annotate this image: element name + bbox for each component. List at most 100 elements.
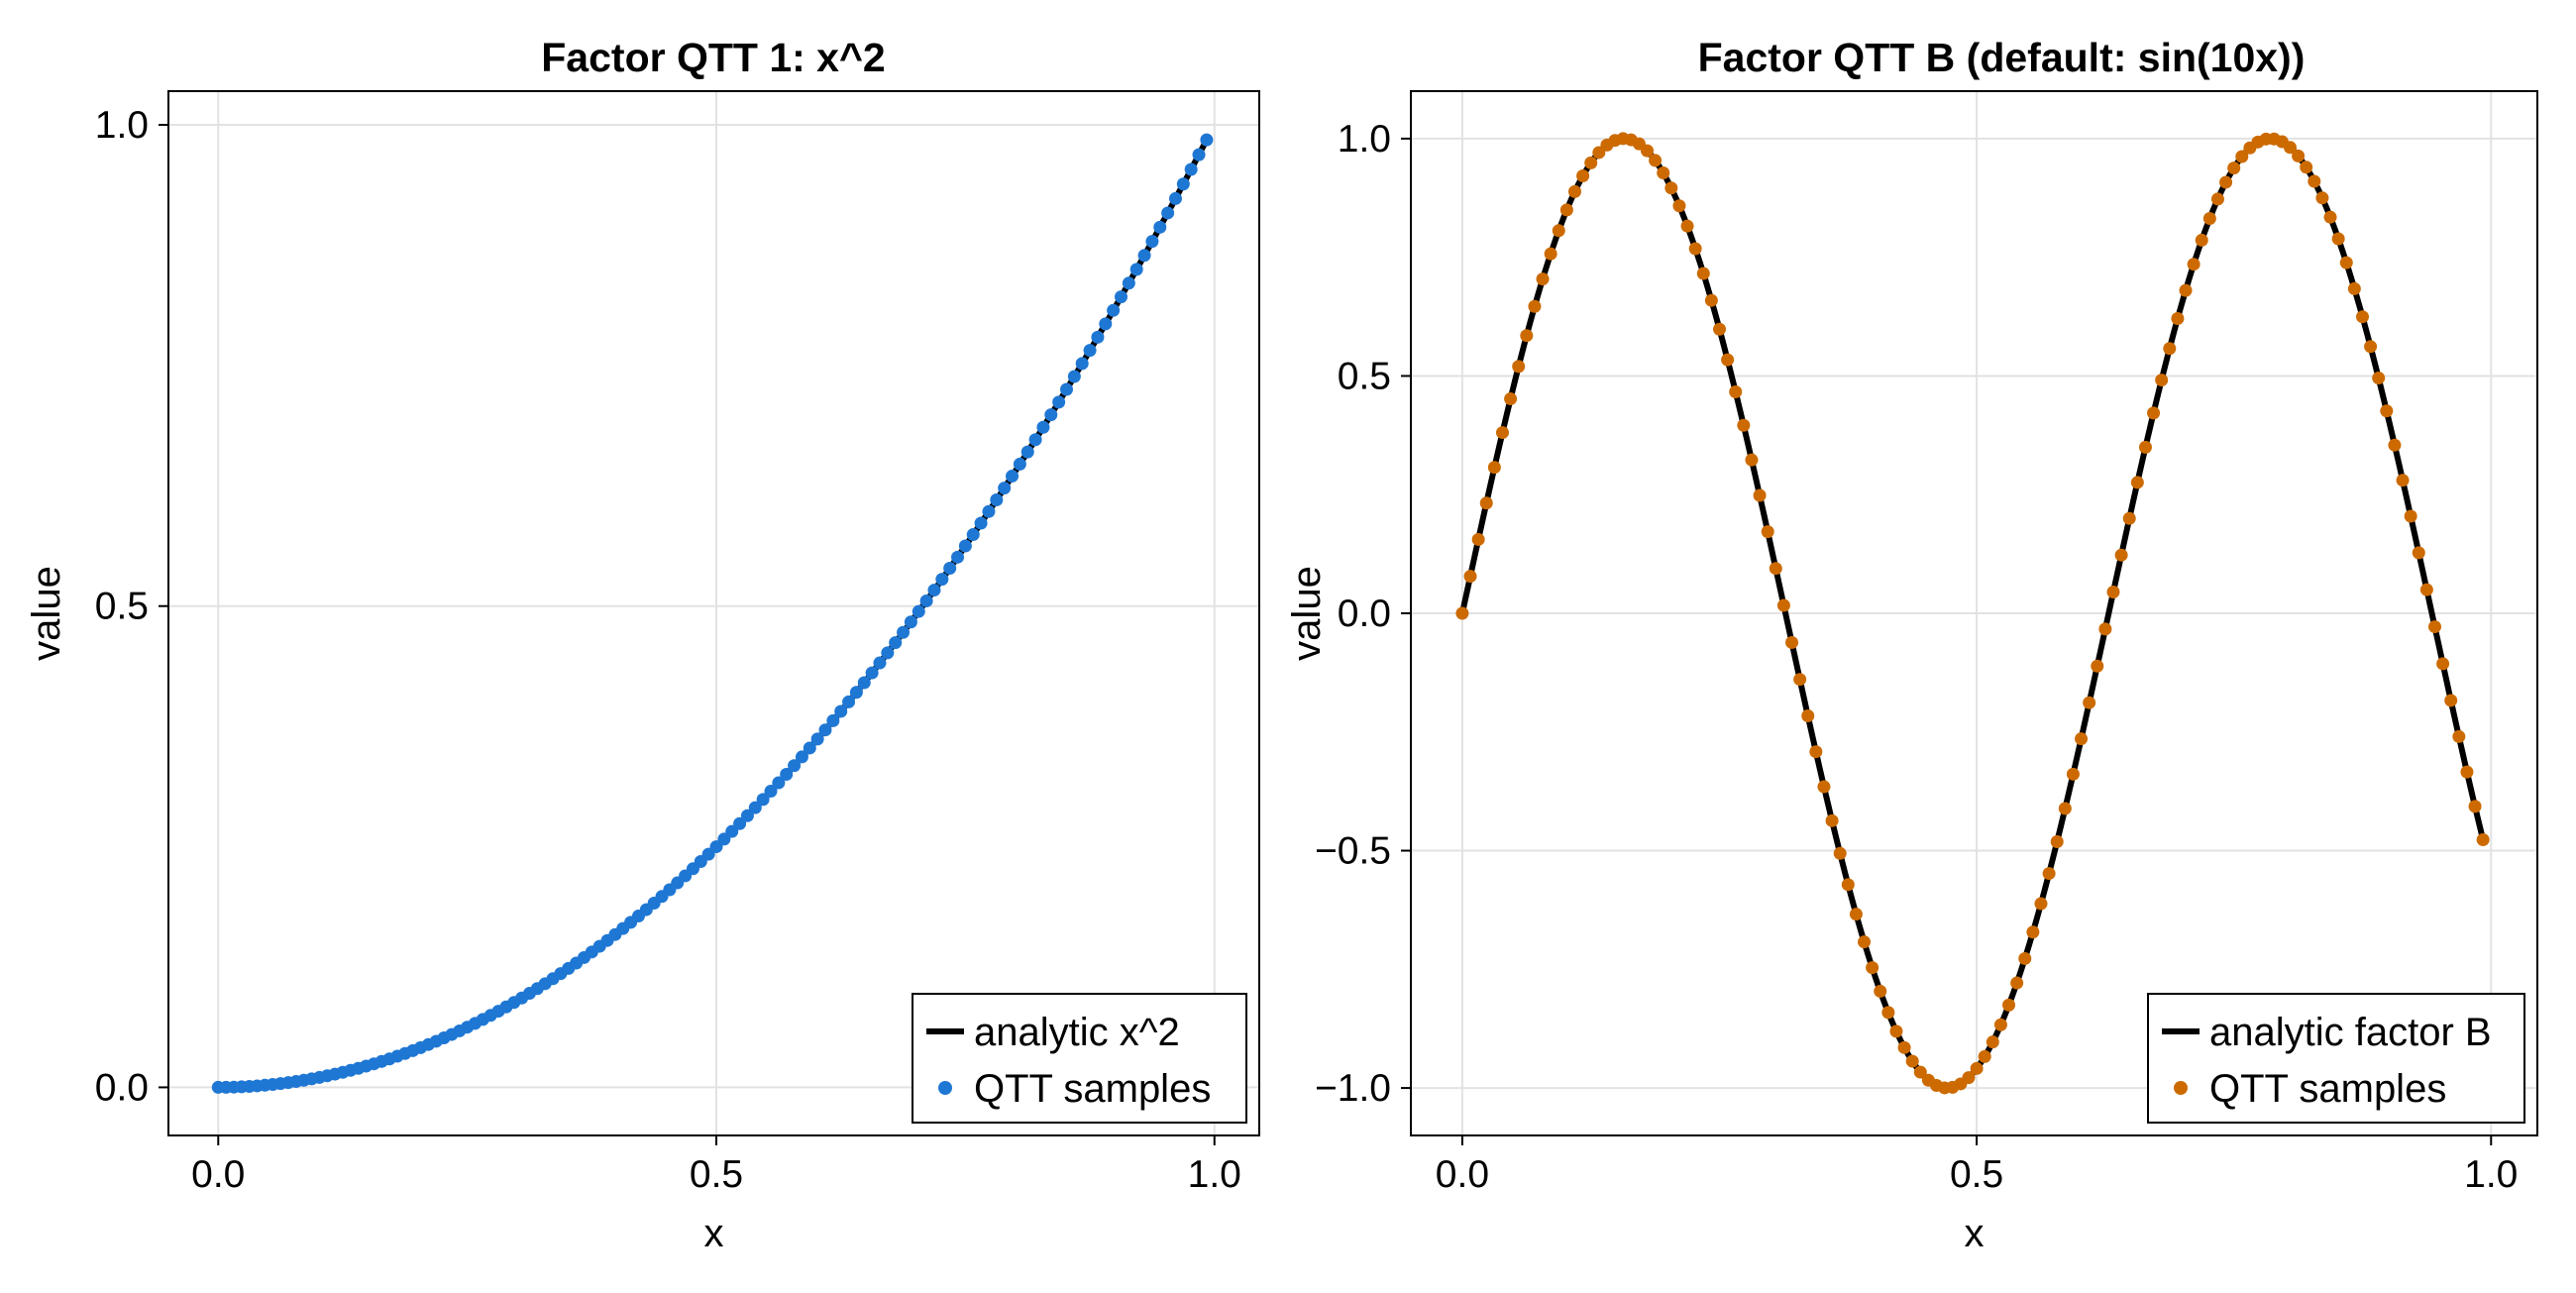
data-point <box>1833 846 1847 860</box>
data-point <box>1552 224 1565 238</box>
data-point <box>1897 1040 1911 1054</box>
data-point <box>2308 174 2321 188</box>
data-point <box>1809 745 1823 759</box>
data-point <box>1013 457 1026 471</box>
data-point <box>2202 211 2216 225</box>
chart-title: Factor QTT 1: x^2 <box>541 35 885 80</box>
data-point <box>2460 765 2474 779</box>
data-point <box>2427 620 2441 634</box>
data-point <box>2195 233 2208 247</box>
data-point <box>1881 1006 1895 1020</box>
data-point <box>1044 408 1058 422</box>
data-point <box>1858 935 1872 949</box>
data-point <box>2002 998 2016 1012</box>
data-point <box>998 482 1012 495</box>
data-point <box>2171 312 2185 326</box>
data-point <box>1913 1065 1927 1079</box>
data-point <box>1559 203 1573 217</box>
data-point <box>1091 330 1105 344</box>
data-point <box>2130 476 2144 489</box>
data-point <box>1520 329 1534 343</box>
data-point <box>1993 1018 2007 1031</box>
data-point <box>1962 1071 1976 1085</box>
data-point <box>927 584 941 597</box>
data-point <box>1696 267 1710 280</box>
data-point <box>1487 461 1501 475</box>
legend-box <box>2147 993 2525 1124</box>
legend: analytic factor B QTT samples <box>2147 993 2525 1124</box>
data-point <box>2010 976 2024 990</box>
data-point <box>1841 878 1855 892</box>
series-scatter-qtt <box>211 133 1214 1094</box>
data-point <box>1649 154 1663 167</box>
data-point <box>1463 570 1477 584</box>
data-point <box>1641 144 1654 158</box>
data-point <box>2339 256 2353 269</box>
data-point <box>2098 622 2112 636</box>
data-point <box>958 539 972 553</box>
data-point <box>1455 606 1469 620</box>
data-point <box>1776 598 1790 612</box>
data-point <box>1769 562 1782 576</box>
data-point <box>1176 177 1190 191</box>
data-point <box>2018 951 2032 965</box>
data-point <box>1122 276 1135 290</box>
data-point <box>1192 148 1206 162</box>
data-point <box>2042 867 2056 881</box>
data-point <box>1905 1054 1919 1068</box>
data-point <box>1067 370 1081 383</box>
data-point <box>2331 232 2345 246</box>
data-point <box>889 636 903 650</box>
data-point <box>1817 780 1831 794</box>
data-point <box>881 646 895 660</box>
data-point <box>1168 191 1182 205</box>
series-scatter-qtt <box>1455 132 2490 1095</box>
data-point <box>935 573 949 587</box>
x-axis-label: x <box>704 1212 724 1255</box>
data-point <box>2380 404 2394 418</box>
x-tick-label: 0.0 <box>191 1153 245 1196</box>
data-point <box>2155 374 2169 387</box>
data-point <box>982 504 996 518</box>
data-point <box>2444 694 2458 707</box>
data-point <box>1184 162 1198 176</box>
y-tick-label: 1.0 <box>1338 118 1391 161</box>
data-point <box>756 793 770 807</box>
legend-box <box>912 993 1247 1124</box>
data-point <box>912 604 925 618</box>
data-point <box>2412 546 2425 560</box>
data-point <box>966 528 980 542</box>
data-point <box>1200 133 1214 147</box>
legend-marker-swatch <box>938 1081 952 1095</box>
legend-label: QTT samples <box>2209 1067 2446 1111</box>
data-point <box>2219 175 2233 189</box>
data-point <box>2050 835 2064 848</box>
data-point <box>2066 767 2080 781</box>
data-point <box>990 493 1004 507</box>
data-point <box>897 625 911 639</box>
x-tick-label: 0.5 <box>1950 1153 2003 1196</box>
data-point <box>2227 162 2241 175</box>
data-point <box>1874 984 1887 998</box>
data-point <box>1107 303 1121 317</box>
data-point <box>1083 344 1097 358</box>
legend: analytic x^2 QTT samples <box>912 993 1247 1124</box>
data-point <box>1889 1024 1903 1038</box>
data-point <box>2075 732 2089 746</box>
data-point <box>2404 509 2417 523</box>
y-tick-label: 0.0 <box>95 1066 149 1109</box>
data-point <box>1153 220 1167 234</box>
data-point <box>2187 258 2200 271</box>
data-point <box>1036 420 1050 434</box>
legend-marker-swatch <box>2174 1081 2188 1095</box>
data-point <box>1099 317 1113 331</box>
data-point <box>1680 219 1694 233</box>
data-point <box>951 550 965 564</box>
data-point <box>834 704 848 718</box>
data-point <box>1020 445 1034 459</box>
data-point <box>1479 496 1493 510</box>
data-point <box>2083 696 2096 709</box>
data-point <box>974 516 988 530</box>
data-point <box>1495 426 1509 440</box>
data-point <box>1592 146 1606 160</box>
